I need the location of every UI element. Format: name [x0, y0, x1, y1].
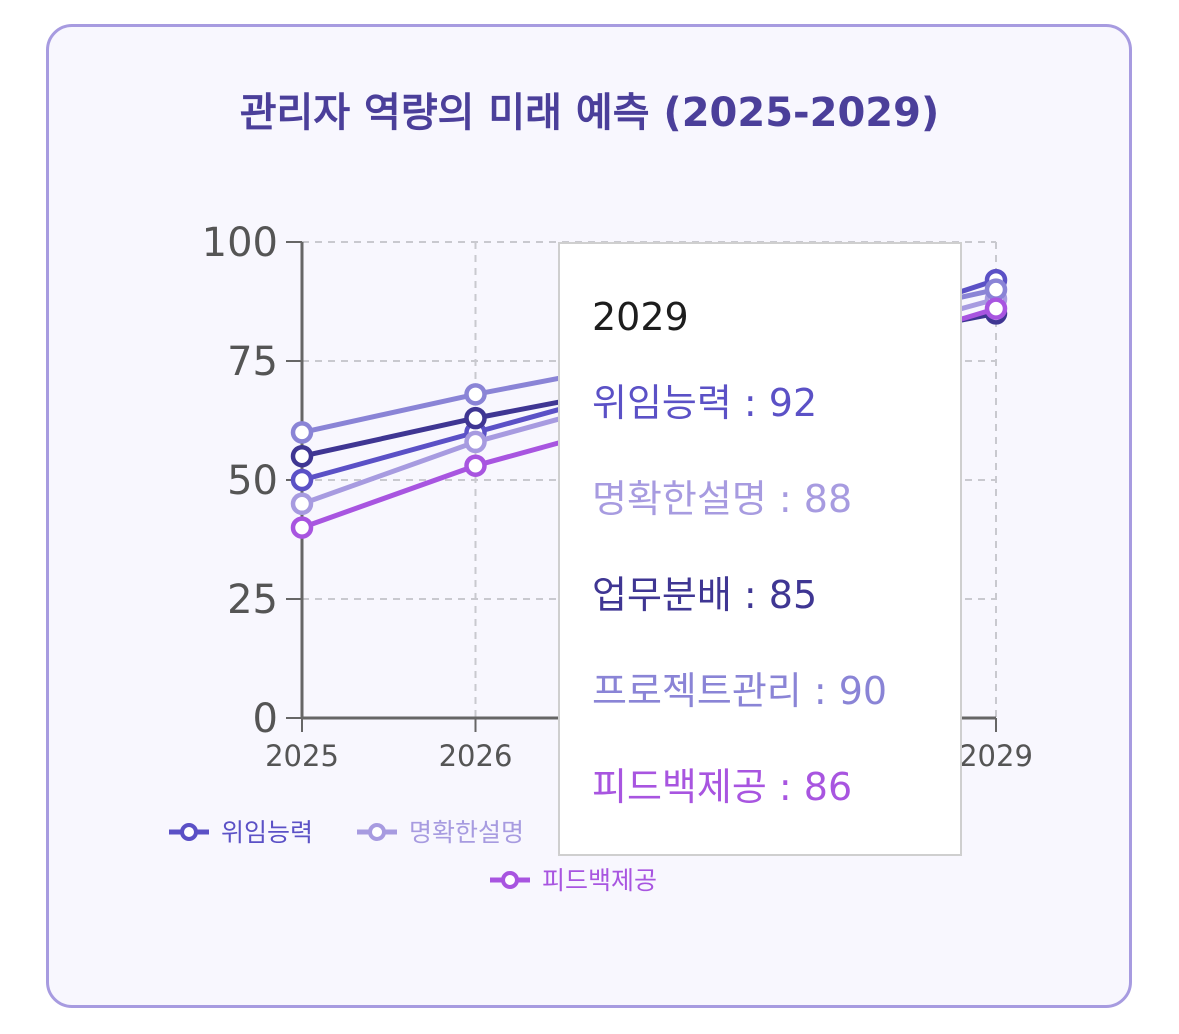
data-point [464, 430, 487, 454]
legend-item: 명확한설명 [357, 818, 524, 847]
legend-label: 위임능력 [221, 818, 313, 847]
legend-item: 피드백제공 [490, 866, 657, 895]
x-tick-label: 2029 [959, 739, 1033, 773]
tooltip-row: 피드백제공 : 86 [592, 765, 853, 809]
tooltip-row: 업무분배 : 85 [592, 573, 818, 617]
legend-label: 피드백제공 [542, 866, 657, 895]
y-tick-label: 25 [227, 577, 278, 623]
y-tick-label: 75 [227, 339, 278, 385]
data-point [464, 406, 487, 430]
data-point [984, 278, 1008, 301]
data-point [984, 297, 1008, 320]
legend-item: 위임능력 [169, 818, 313, 847]
data-point [290, 516, 314, 539]
x-tick-label: 2026 [439, 739, 513, 773]
y-tick-label: 50 [227, 458, 278, 504]
data-point [290, 444, 314, 468]
tooltip-row: 명확한설명 : 88 [592, 477, 853, 521]
y-tick-label: 0 [253, 696, 278, 742]
chart-tooltip: 2029 위임능력 : 92 명확한설명 : 88 업무분배 : 85 프로젝트… [558, 242, 962, 856]
data-point [464, 454, 487, 477]
tooltip-row: 프로젝트관리 : 90 [592, 669, 888, 713]
x-tick-label: 2025 [265, 739, 339, 773]
chart-title: 관리자 역량의 미래 예측 (2025-2029) [239, 90, 940, 136]
tooltip-row: 위임능력 : 92 [592, 381, 818, 425]
data-point [464, 383, 487, 406]
data-point [290, 421, 314, 444]
data-point [290, 492, 314, 516]
legend-marker [368, 823, 386, 841]
data-point [290, 468, 314, 492]
tooltip-title: 2029 [592, 295, 689, 339]
legend-marker [180, 823, 198, 841]
y-tick-label: 100 [202, 220, 278, 266]
legend-marker [501, 871, 519, 889]
legend-label: 명확한설명 [409, 818, 524, 847]
